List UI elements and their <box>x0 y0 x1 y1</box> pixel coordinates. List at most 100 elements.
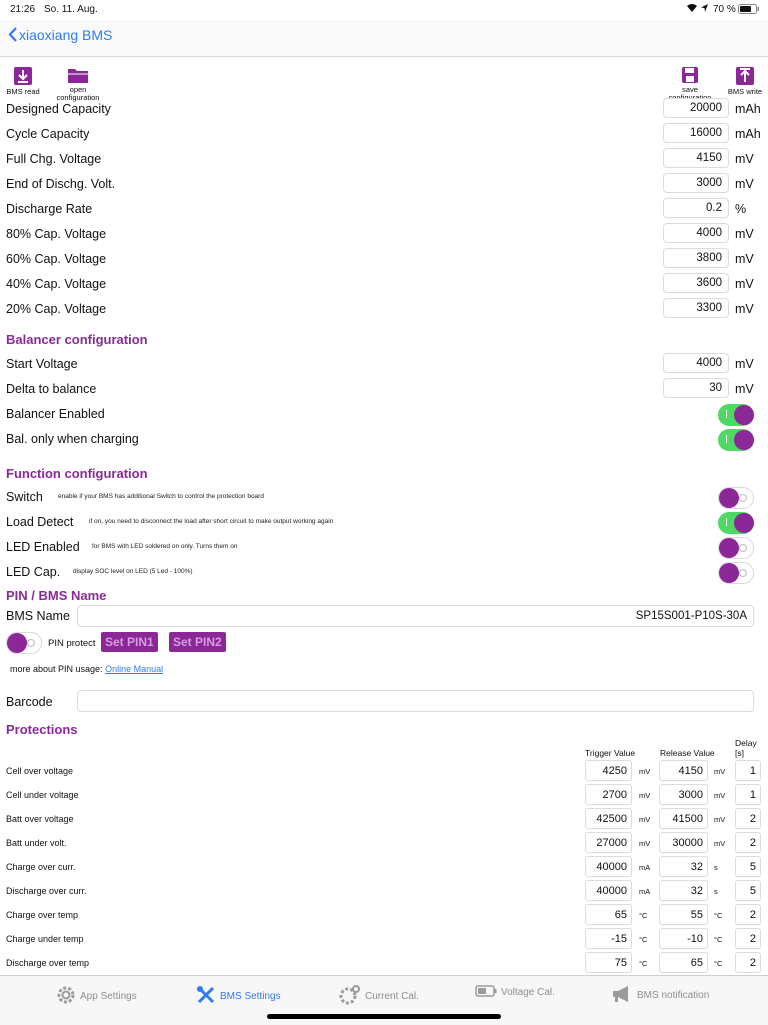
protection-trigger-input[interactable]: -15 <box>585 928 632 949</box>
protection-delay-input[interactable]: 2 <box>735 928 761 949</box>
protection-trigger-unit: mA <box>639 887 651 896</box>
protection-release-unit: °C <box>714 959 723 968</box>
protection-delay-input[interactable]: 2 <box>735 808 761 829</box>
balancer-enabled-toggle[interactable] <box>718 404 754 426</box>
capacity-input[interactable]: 4150 <box>663 148 729 168</box>
protection-release-input[interactable]: -10 <box>659 928 708 949</box>
pin-protect-toggle[interactable] <box>6 632 42 654</box>
set-pin1-button[interactable]: Set PIN1 <box>101 632 158 652</box>
open-configuration-button[interactable]: open configuration <box>53 66 103 102</box>
protection-release-input[interactable]: 32 <box>659 880 708 901</box>
capacity-unit: mV <box>735 177 754 191</box>
bms-read-label: BMS read <box>6 87 40 96</box>
capacity-label: 40% Cap. Voltage <box>6 277 107 291</box>
capacity-input[interactable]: 3600 <box>663 273 729 293</box>
function-toggle[interactable] <box>718 537 754 559</box>
protection-delay-input[interactable]: 2 <box>735 904 761 925</box>
balance-charging-toggle[interactable] <box>718 429 754 451</box>
protection-release-unit: s <box>714 887 718 896</box>
protection-delay-input[interactable]: 5 <box>735 856 761 877</box>
protection-release-input[interactable]: 32 <box>659 856 708 877</box>
protection-release-input[interactable]: 65 <box>659 952 708 973</box>
function-toggle[interactable] <box>718 562 754 584</box>
barcode-input[interactable] <box>77 690 754 712</box>
delay-header: Delay [s] <box>735 738 757 758</box>
protection-trigger-unit: mV <box>639 767 651 776</box>
capacity-unit: mAh <box>735 102 761 116</box>
protection-release-input[interactable]: 30000 <box>659 832 708 853</box>
wifi-icon <box>686 3 698 16</box>
save-configuration-button[interactable]: save configuration <box>665 66 715 102</box>
capacity-label: Full Chg. Voltage <box>6 152 102 166</box>
protection-trigger-input[interactable]: 40000 <box>585 856 632 877</box>
start-voltage-unit: mV <box>735 357 754 371</box>
protection-release-unit: mV <box>714 815 726 824</box>
delta-balance-label: Delta to balance <box>6 382 97 396</box>
protection-trigger-input[interactable]: 65 <box>585 904 632 925</box>
bms-name-input[interactable]: SP15S001-P10S-30A <box>77 605 754 627</box>
function-toggle[interactable] <box>718 487 754 509</box>
trigger-value-header: Trigger Value <box>585 748 636 758</box>
bms-write-button[interactable]: BMS write <box>720 66 768 96</box>
protection-release-input[interactable]: 3000 <box>659 784 708 805</box>
back-button[interactable]: xiaoxiang BMS <box>8 27 112 45</box>
protection-delay-input[interactable]: 2 <box>735 832 761 853</box>
protection-trigger-input[interactable]: 27000 <box>585 832 632 853</box>
capacity-input[interactable]: 4000 <box>663 223 729 243</box>
start-voltage-input[interactable]: 4000 <box>663 353 729 373</box>
protection-release-input[interactable]: 55 <box>659 904 708 925</box>
tab-voltage-cal[interactable]: Voltage Cal. <box>475 985 555 1000</box>
delta-balance-input[interactable]: 30 <box>663 378 729 398</box>
protection-delay-input[interactable]: 2 <box>735 952 761 973</box>
protection-label: Charge under temp <box>6 934 84 944</box>
protection-delay-input[interactable]: 5 <box>735 880 761 901</box>
tab-bms-notification[interactable]: BMS notification <box>611 985 709 1006</box>
capacity-unit: mV <box>735 227 754 241</box>
capacity-input[interactable]: 3000 <box>663 173 729 193</box>
capacity-label: 20% Cap. Voltage <box>6 302 107 316</box>
protection-delay-input[interactable]: 1 <box>735 784 761 805</box>
capacity-unit: mV <box>735 152 754 166</box>
function-hint: enable if your BMS has additional Switch… <box>58 493 264 500</box>
protection-trigger-input[interactable]: 4250 <box>585 760 632 781</box>
capacity-input[interactable]: 16000 <box>663 123 729 143</box>
status-time: 21:26 <box>10 4 36 15</box>
protection-release-input[interactable]: 4150 <box>659 760 708 781</box>
tab-bms-settings-label: BMS Settings <box>220 991 281 1003</box>
online-manual-link[interactable]: Online Manual <box>105 664 164 674</box>
set-pin2-button[interactable]: Set PIN2 <box>169 632 226 652</box>
home-indicator <box>267 1014 501 1019</box>
function-hint: if on, you need to disconnect the load a… <box>89 518 334 525</box>
protection-label: Cell over voltage <box>6 766 74 776</box>
protection-trigger-input[interactable]: 75 <box>585 952 632 973</box>
capacity-input[interactable]: 3300 <box>663 298 729 318</box>
balancer-enabled-label: Balancer Enabled <box>6 407 105 421</box>
protection-delay-input[interactable]: 1 <box>735 760 761 781</box>
capacity-unit: mV <box>735 252 754 266</box>
start-voltage-label: Start Voltage <box>6 357 78 371</box>
folder-icon <box>53 66 103 84</box>
protections-section-title: Protections <box>6 722 78 737</box>
function-toggle[interactable] <box>718 512 754 534</box>
tab-bms-settings[interactable]: BMS Settings <box>196 985 281 1008</box>
bms-read-button[interactable]: BMS read <box>0 66 48 96</box>
protection-trigger-unit: mV <box>639 839 651 848</box>
tab-current-cal[interactable]: Current Cal. <box>339 985 419 1008</box>
protection-trigger-input[interactable]: 42500 <box>585 808 632 829</box>
capacity-input[interactable]: 3800 <box>663 248 729 268</box>
balance-charging-label: Bal. only when charging <box>6 432 139 446</box>
tab-current-cal-label: Current Cal. <box>365 991 419 1003</box>
protection-trigger-unit: mV <box>639 815 651 824</box>
protection-label: Batt over voltage <box>6 814 74 824</box>
capacity-input[interactable]: 0.2 <box>663 198 729 218</box>
battery-percent: 70 % <box>713 4 736 15</box>
tab-app-settings[interactable]: App Settings <box>56 985 137 1008</box>
protection-trigger-input[interactable]: 2700 <box>585 784 632 805</box>
capacity-input[interactable]: 20000 <box>663 98 729 118</box>
status-date: So. 11. Aug. <box>44 4 98 15</box>
protection-trigger-unit: °C <box>639 935 648 944</box>
protection-trigger-input[interactable]: 40000 <box>585 880 632 901</box>
tools-icon <box>196 985 216 1008</box>
protection-release-unit: mV <box>714 791 726 800</box>
protection-release-input[interactable]: 41500 <box>659 808 708 829</box>
